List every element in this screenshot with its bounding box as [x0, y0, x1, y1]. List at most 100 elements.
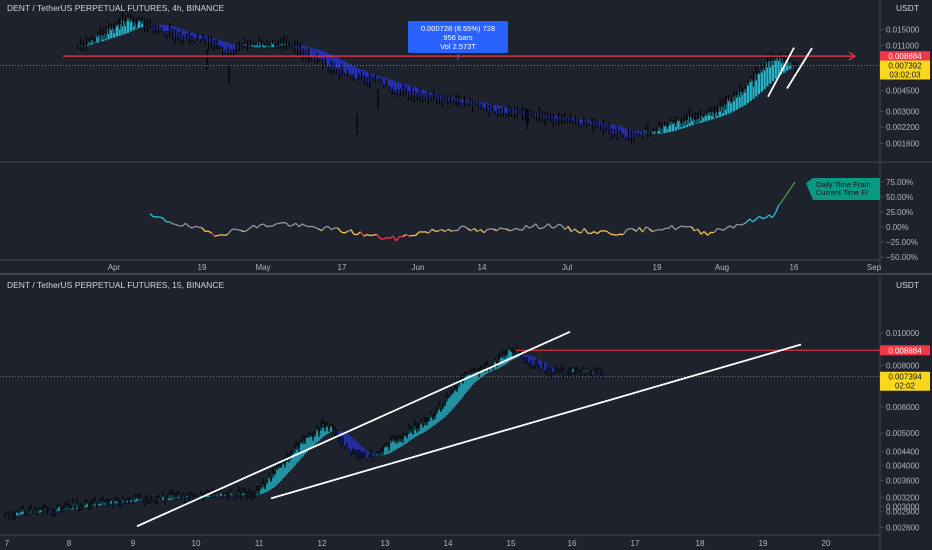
osc-segment [645, 226, 650, 230]
bottom-trendline-upper [136, 330, 571, 528]
osc-segment [613, 234, 617, 236]
bottom-price-pane[interactable]: DENT / TetherUS PERPETUAL FUTURES, 15, B… [0, 276, 930, 550]
osc-segment [755, 215, 760, 220]
bottom-x-tick-label: 13 [381, 539, 390, 548]
osc-segment [541, 225, 546, 229]
measure-tooltip[interactable]: 0.000728 (8.55%) 728 956 bars Vol 2.573T [408, 21, 508, 60]
osc-segment [626, 228, 630, 231]
osc-segment [392, 235, 397, 242]
bottom-red-tag-bg [880, 345, 930, 356]
osc-segment [162, 217, 167, 223]
osc-segment [528, 225, 533, 229]
osc-segment [580, 227, 585, 234]
osc-segment [551, 226, 556, 229]
osc-y-tick-label: 0.00% [886, 223, 909, 232]
bottom-trendlines[interactable] [136, 330, 802, 528]
osc-segment [191, 225, 196, 229]
bottom-red-price-tag: 0.008884 [880, 345, 930, 356]
osc-segment [470, 227, 475, 232]
osc-segment [405, 233, 410, 237]
osc-segment [383, 236, 387, 240]
osc-segment [159, 216, 164, 219]
osc-segment [509, 229, 514, 232]
osc-segment [548, 223, 553, 229]
bottom-y-tick-label: 0.003200 [886, 493, 920, 502]
osc-segment [402, 233, 407, 238]
top-trendlines[interactable] [767, 47, 813, 98]
osc-segment [337, 227, 342, 233]
bottom-x-tick-label: 12 [318, 539, 327, 548]
osc-segment [464, 225, 469, 230]
bottom-x-tick-label: 19 [759, 539, 768, 548]
oscillator-axis[interactable]: 75.00% 50.00% 25.00% 0.00% −25.00% −50.00% [880, 178, 918, 262]
bottom-x-tick-label: 14 [444, 539, 453, 548]
bottom-x-tick-label: 18 [696, 539, 705, 548]
top-x-tick-label: Aug [715, 263, 729, 272]
top-x-tick-label: 19 [198, 263, 207, 272]
osc-segment [331, 227, 336, 231]
top-candles [77, 11, 799, 144]
osc-segment [324, 225, 329, 228]
top-x-tick-label: Jul [562, 263, 572, 272]
bottom-y-tick-label: 0.010000 [886, 329, 920, 338]
osc-segment [457, 225, 462, 231]
osc-segment [694, 228, 699, 232]
osc-segment [784, 191, 790, 197]
osc-segment [360, 231, 365, 237]
osc-segment [561, 224, 566, 230]
osc-segment [681, 225, 685, 228]
tooltip-box [408, 21, 508, 53]
osc-segment [253, 224, 258, 229]
osc-segment [567, 226, 572, 233]
osc-segment [341, 231, 345, 234]
osc-segment [778, 200, 783, 206]
osc-segment [758, 215, 763, 220]
osc-segment [347, 229, 352, 233]
osc-segment [752, 218, 757, 223]
top-time-axis[interactable]: Apr 19 May 17 Jun 14 Jul 19 Aug 16 Sep [108, 263, 882, 272]
osc-segment [638, 227, 644, 233]
osc-segment [558, 223, 562, 226]
bottom-x-tick-label: 9 [131, 539, 136, 548]
osc-segment [749, 218, 754, 223]
bottom-time-axis[interactable]: 7 8 9 10 11 12 13 14 15 16 17 18 19 20 [5, 539, 831, 548]
osc-segment [515, 227, 520, 231]
osc-segment [635, 227, 640, 232]
top-y-tick-label: 0.011000 [886, 41, 919, 50]
osc-segment [201, 227, 206, 232]
osc-segment [522, 224, 527, 231]
osc-segment [610, 233, 614, 236]
osc-segment [221, 234, 225, 237]
top-x-tick-label: 14 [478, 263, 487, 272]
osc-segment [169, 221, 174, 225]
top-x-tick-label: 19 [653, 263, 662, 272]
osc-segment [707, 231, 712, 236]
bottom-y-tick-label: 0.005000 [886, 429, 920, 438]
osc-segment [444, 228, 449, 233]
top-price-axis[interactable]: 0.0150000.0110000.0060000.0045000.003000… [880, 25, 920, 148]
osc-segment [583, 227, 589, 234]
osc-segment [720, 228, 724, 231]
top-y-tick-label: 0.015000 [886, 25, 920, 34]
osc-y-tick-label: 50.00% [886, 193, 913, 202]
top-price-pane[interactable]: DENT / TetherUS PERPETUAL FUTURES, 4h, B… [0, 0, 932, 272]
osc-segment [285, 222, 290, 227]
osc-segment [745, 218, 751, 223]
osc-segment [791, 181, 796, 188]
bottom-x-tick-label: 15 [507, 539, 516, 548]
bottom-trendline-lower [270, 343, 802, 500]
osc-segment [438, 228, 442, 232]
osc-segment [535, 223, 540, 229]
osc-segment [545, 223, 550, 227]
bottom-current-tag-value: 0.007394 [888, 373, 922, 382]
osc-segment [263, 223, 268, 228]
osc-segment [292, 222, 297, 226]
osc-segment [739, 223, 744, 226]
bottom-candles [4, 344, 604, 521]
osc-segment [717, 228, 721, 231]
bottom-price-axis[interactable]: 0.010000 0.008000 0.006000 0.005000 0.004400… [880, 329, 920, 532]
osc-segment [279, 221, 284, 224]
osc-tag-line-1: Daily Time Fram [816, 180, 871, 189]
osc-segment [389, 235, 394, 239]
